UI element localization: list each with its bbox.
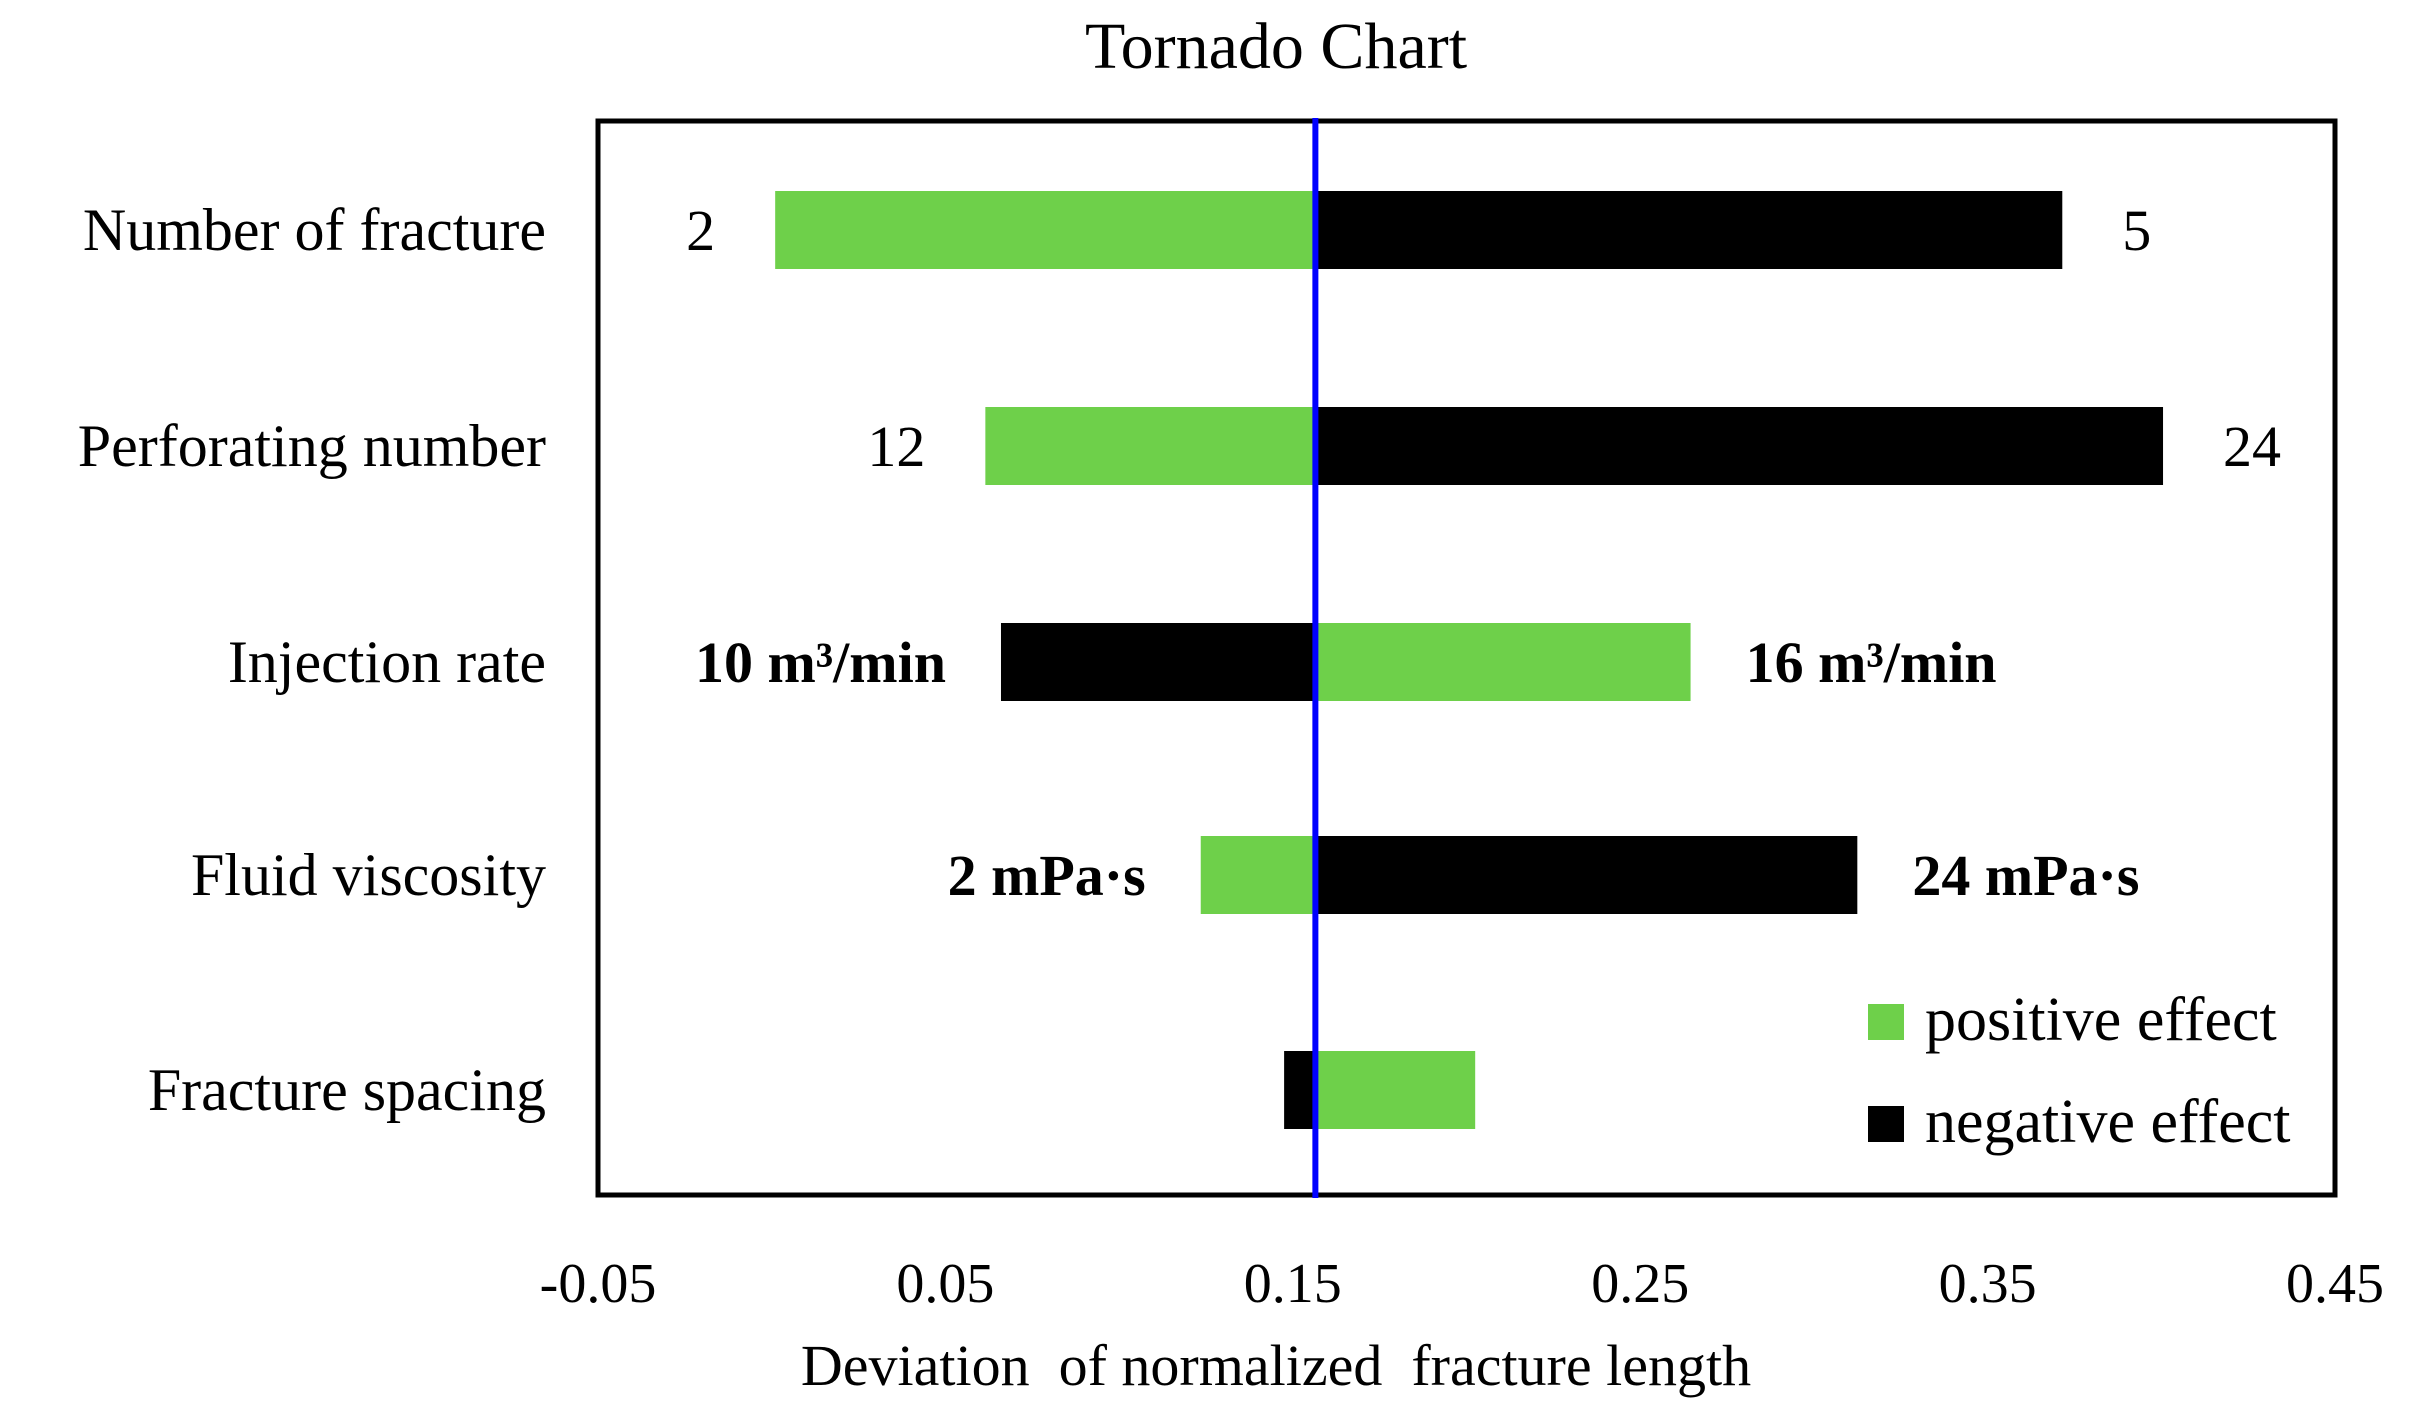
category-label-perforating-number: Perforating number: [78, 413, 546, 479]
bar-perforating-number-left: [985, 407, 1316, 485]
x-tick-label: 0.05: [896, 1253, 994, 1315]
data-label-fluid-viscosity-right: 24 mPa·s: [1912, 843, 2139, 908]
data-labels-layer: 2 5 12 24 10 m³/min 16 m³/min 2 mPa·s 24 mPa·s 2…: [686, 198, 2281, 908]
x-tick-label: 0.35: [1939, 1253, 2037, 1315]
x-tick-label: 0.15: [1244, 1253, 1342, 1315]
x-axis-title: Deviation of normalized fracture length: [801, 1333, 1751, 1398]
data-label-perforating-number-left: 12: [867, 414, 925, 479]
category-label-injection-rate: Injection rate: [228, 629, 546, 695]
legend-swatch-negative: [1868, 1106, 1904, 1142]
legend-label-negative: negative effect: [1925, 1088, 2290, 1156]
bars-layer: [775, 191, 2164, 1129]
legend-label-positive: positive effect: [1925, 986, 2277, 1054]
x-tick-labels-layer: -0.05 0.05 0.15 0.25 0.35 0.45: [540, 1253, 2384, 1315]
bar-number-of-fracture-right: [1315, 191, 2063, 269]
category-label-number-of-fracture: Number of fracture: [83, 197, 546, 263]
data-label-fluid-viscosity-left: 2 mPa·s: [948, 843, 1146, 908]
category-labels-layer: Number of fracture Perforating number Inje…: [78, 197, 546, 1123]
data-label-number-of-fracture-left: 2: [686, 198, 715, 263]
category-label-fracture-spacing: Fracture spacing: [148, 1057, 546, 1123]
bar-perforating-number-right: [1315, 407, 2164, 485]
data-label-number-of-fracture-right: 5: [2122, 198, 2151, 263]
data-label-perforating-number-right: 24: [2223, 414, 2281, 479]
bar-injection-rate-left: [1000, 623, 1316, 701]
bar-fracture-spacing-right: [1315, 1051, 1476, 1129]
category-label-fluid-viscosity: Fluid viscosity: [191, 842, 546, 908]
legend-swatch-positive: [1868, 1004, 1904, 1040]
bar-injection-rate-right: [1315, 623, 1691, 701]
bar-fracture-spacing-left: [1284, 1051, 1316, 1129]
bar-number-of-fracture-left: [775, 191, 1316, 269]
bar-fluid-viscosity-left: [1200, 836, 1316, 914]
plot-area-frame: [595, 118, 2338, 1198]
chart-title: Tornado Chart: [1085, 10, 1467, 83]
data-label-injection-rate-right: 16 m³/min: [1746, 630, 1997, 695]
data-label-injection-rate-left: 10 m³/min: [695, 630, 946, 695]
x-tick-label: -0.05: [540, 1253, 657, 1315]
x-tick-label: 0.45: [2286, 1253, 2384, 1315]
x-tick-label: 0.25: [1591, 1253, 1689, 1315]
legend: positive effect negative effect: [1868, 986, 2290, 1156]
bar-fluid-viscosity-right: [1315, 836, 1858, 914]
annotation-overlap-label: 24: [1906, 414, 1964, 479]
